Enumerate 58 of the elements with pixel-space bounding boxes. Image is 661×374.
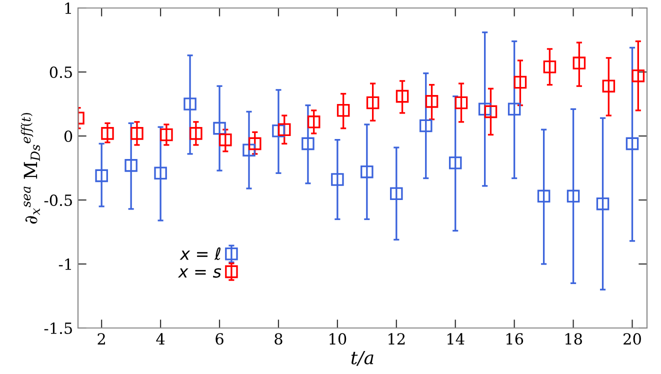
point: [448, 156, 462, 170]
legend-label: x = ℓ: [180, 247, 220, 260]
y-tick-label: 0.5: [50, 66, 72, 78]
legend-label: x = s: [178, 268, 222, 278]
x-tick-label: 12: [388, 333, 405, 344]
point: [543, 60, 556, 74]
x-tick-label: 16: [506, 333, 524, 345]
x-tick-label: 18: [565, 333, 582, 345]
y-tick-label: 0: [64, 130, 72, 142]
point: [213, 122, 226, 135]
point: [95, 169, 108, 182]
point: [219, 133, 232, 146]
y-tick-label: 1: [65, 2, 71, 14]
point: [278, 123, 291, 136]
point: [242, 144, 256, 156]
point: [160, 128, 173, 142]
point: [272, 124, 285, 138]
x-axis-title: t/a: [351, 350, 374, 366]
point: [130, 127, 144, 140]
x-tick-label: 20: [624, 333, 641, 345]
point: [454, 96, 468, 110]
point: [419, 119, 432, 132]
point: [537, 190, 550, 203]
y-tick-label: -0.5: [44, 194, 72, 206]
point: [626, 137, 639, 150]
point: [514, 76, 527, 89]
point: [390, 187, 403, 200]
point: [484, 105, 498, 118]
point: [596, 197, 610, 210]
point: [331, 173, 344, 186]
point: [396, 90, 409, 103]
x-tick-label: 6: [216, 333, 224, 345]
point: [572, 56, 586, 70]
x-tick-label: 14: [448, 333, 464, 344]
x-tick-label: 10: [330, 333, 346, 345]
x-tick-label: 2: [98, 333, 105, 344]
point: [302, 137, 314, 150]
y-tick-label: -1.5: [44, 322, 72, 334]
point: [566, 190, 580, 203]
point: [366, 96, 380, 110]
y-axis-title: ∂$_{x}$$^{sea}$ M$_{Ds}$$^{eff(t)}$: [20, 112, 40, 224]
point: [360, 165, 374, 178]
point: [632, 69, 645, 82]
point: [425, 95, 438, 108]
point: [101, 127, 114, 140]
point: [307, 116, 320, 128]
point: [124, 159, 138, 172]
point: [602, 80, 616, 92]
point: [508, 102, 521, 116]
point: [248, 137, 262, 150]
point: [184, 98, 196, 110]
point: [190, 127, 202, 140]
point: [478, 102, 492, 116]
y-tick-label: -1: [58, 258, 71, 270]
point: [154, 166, 167, 180]
x-tick-label: 4: [156, 333, 165, 344]
point: [336, 104, 350, 117]
x-tick-label: 8: [274, 333, 282, 345]
